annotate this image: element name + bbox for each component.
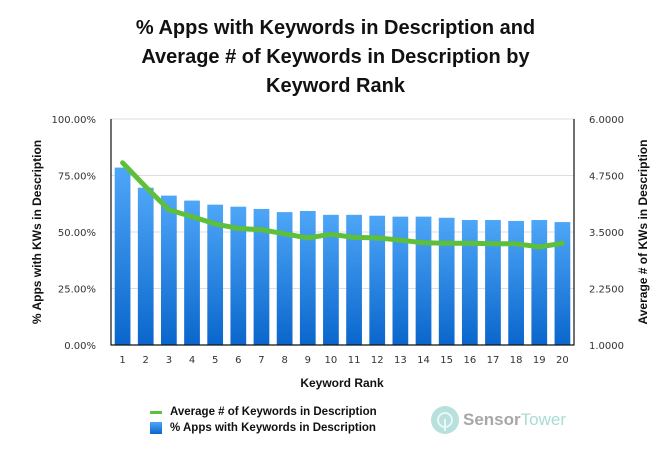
y2-tick-label: 1.0000	[589, 341, 624, 352]
tick-labels: 0.00% 25.00% 50.00% 75.00% 100.00% 1.0000 2.25…	[52, 115, 625, 366]
x-tick-label: 3	[166, 355, 172, 366]
bar	[438, 217, 455, 345]
y2-tick-label: 4.7500	[589, 172, 624, 183]
legend-bar-label: % Apps with Keywords in Description	[170, 422, 376, 434]
bar	[461, 220, 478, 345]
axes	[110, 119, 575, 346]
y-tick-label: 75.00%	[58, 172, 96, 183]
x-tick-label: 16	[463, 355, 476, 366]
bar	[184, 200, 200, 345]
chart-title-line-2: Average # of Keywords in Description by	[141, 46, 530, 68]
y2-tick-label: 3.5000	[589, 228, 624, 239]
legend-item-bar: % Apps with Keywords in Description	[150, 420, 377, 436]
bar	[299, 210, 316, 345]
bar	[207, 204, 224, 345]
y-tick-label: 25.00%	[58, 285, 96, 296]
y2-tick-label: 6.0000	[589, 115, 624, 126]
bar	[508, 220, 524, 345]
bar	[554, 222, 571, 345]
bar	[323, 214, 339, 345]
legend-line-label: Average # of Keywords in Description	[170, 406, 377, 418]
y2-tick-label: 2.2500	[589, 285, 624, 296]
y2-axis-label: Average # of KWs in Description	[636, 140, 650, 325]
x-tick-label: 7	[258, 355, 264, 366]
bar	[346, 214, 362, 345]
chart-title-line-1: % Apps with Keywords in Description and	[135, 17, 536, 39]
x-tick-label: 19	[533, 355, 546, 366]
chart-title: % Apps with Keywords in Description and …	[0, 14, 671, 101]
x-tick-label: 11	[348, 355, 361, 366]
x-tick-label: 17	[487, 355, 500, 366]
x-tick-label: 2	[143, 355, 149, 366]
y-tick-label: 0.00%	[64, 341, 96, 352]
legend-item-line: Average # of Keywords in Description	[150, 404, 377, 420]
x-tick-label: 6	[235, 355, 241, 366]
x-tick-label: 18	[510, 355, 523, 366]
x-tick-label: 5	[212, 355, 218, 366]
x-tick-label: 9	[305, 355, 311, 366]
bar-series	[114, 167, 571, 345]
x-tick-label: 4	[189, 355, 195, 366]
x-tick-label: 13	[394, 355, 407, 366]
chart-title-line-3: Keyword Rank	[266, 75, 405, 97]
bar	[276, 212, 293, 345]
y-tick-label: 100.00%	[52, 115, 97, 126]
x-tick-label: 8	[281, 355, 287, 366]
bar	[392, 216, 409, 345]
legend-line-swatch	[150, 410, 162, 414]
bar	[531, 220, 548, 345]
x-tick-label: 14	[417, 355, 430, 366]
x-tick-label: 10	[325, 355, 338, 366]
logo-text-tower: Tower	[520, 410, 566, 429]
bar	[415, 216, 432, 345]
bar	[369, 215, 386, 345]
bar	[161, 195, 177, 345]
legend: Average # of Keywords in Description % A…	[150, 404, 377, 436]
legend-bar-swatch	[150, 422, 162, 434]
bar	[253, 208, 270, 345]
y-tick-label: 50.00%	[58, 228, 96, 239]
bar	[485, 220, 501, 345]
x-tick-label: 15	[440, 355, 453, 366]
x-tick-label: 12	[371, 355, 384, 366]
x-axis-label: Keyword Rank	[300, 376, 384, 390]
gridlines	[111, 118, 574, 289]
line-series	[120, 160, 565, 250]
bar	[114, 167, 131, 345]
line-path	[120, 160, 565, 250]
x-tick-label: 1	[119, 355, 125, 366]
bar	[137, 187, 154, 345]
sensortower-logo: Sensor Tower	[431, 406, 566, 434]
logo-text-sensor: Sensor	[463, 410, 521, 429]
y-axis-label: % Apps with KWs in Description	[30, 140, 44, 324]
x-tick-label: 20	[556, 355, 569, 366]
sensortower-logo-icon	[431, 406, 459, 434]
bar	[230, 206, 247, 345]
